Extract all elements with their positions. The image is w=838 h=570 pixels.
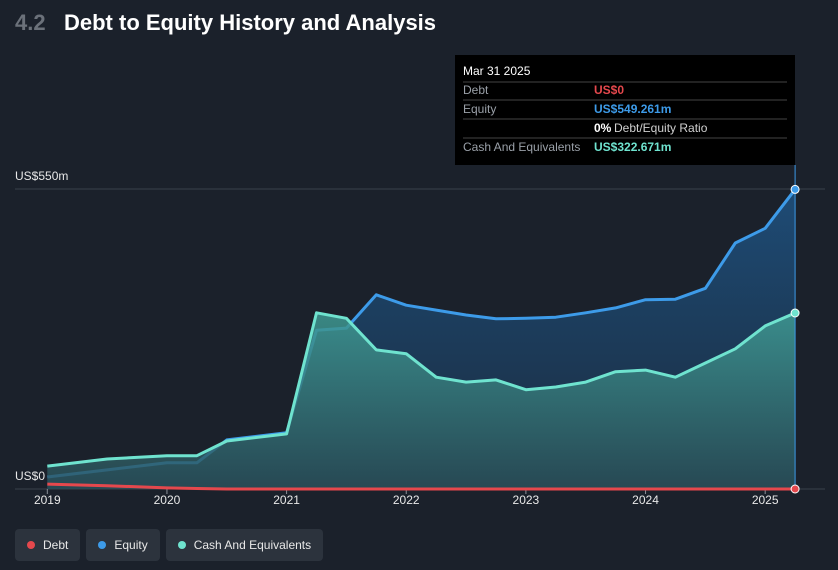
chart-title: Debt to Equity History and Analysis [64, 10, 436, 35]
legend: Debt Equity Cash And Equivalents [15, 529, 324, 561]
legend-item[interactable]: Equity [86, 529, 160, 561]
tooltip-date: Mar 31 2025 [463, 64, 531, 78]
tooltip-label: Equity [463, 102, 496, 116]
line [47, 311, 796, 468]
line [47, 482, 796, 491]
tooltip-value: US$0 [594, 83, 624, 97]
x-tick-label: 2019 [34, 493, 61, 507]
legend-swatch [98, 541, 107, 549]
tooltip-ratio-label: Debt/Equity Ratio [614, 121, 708, 135]
area [47, 312, 796, 489]
tooltip-box [455, 55, 795, 165]
end-dot [790, 308, 800, 318]
x-tick-label: 2023 [513, 493, 540, 507]
x-tick-label: 2020 [154, 493, 181, 507]
x-tick-label: 2025 [752, 493, 779, 507]
end-dot [790, 184, 800, 194]
plot: US$0 US$550m 2019 2020 2021 2022 2023 2024 2025 [15, 165, 825, 507]
legend-item[interactable]: Cash And Equivalents [165, 529, 324, 561]
section-number: 4.2 [15, 10, 46, 35]
x-tick-label: 2021 [273, 493, 300, 507]
tooltip-ratio: 0% [594, 121, 612, 135]
legend-label: Debt [43, 538, 69, 552]
end-dot [790, 484, 800, 494]
y-tick-label: US$0 [15, 469, 45, 483]
y-tick-label: US$550m [15, 169, 68, 183]
tooltip-label: Cash And Equivalents [463, 140, 580, 154]
legend-swatch [27, 541, 35, 549]
legend-swatch [177, 541, 186, 549]
tooltip-value: US$549.261m [594, 102, 671, 116]
x-tick-label: 2022 [393, 493, 420, 507]
tooltip-value: US$322.671m [594, 140, 671, 154]
legend-item[interactable]: Debt [15, 529, 81, 561]
tooltip-label: Debt [463, 83, 489, 97]
tooltip: Mar 31 2025 Debt US$0 Equity US$549.261m 0% De… [455, 55, 795, 165]
legend-label: Cash And Equivalents [193, 538, 312, 552]
x-tick-label: 2024 [632, 493, 659, 507]
legend-label: Equity [114, 538, 148, 552]
